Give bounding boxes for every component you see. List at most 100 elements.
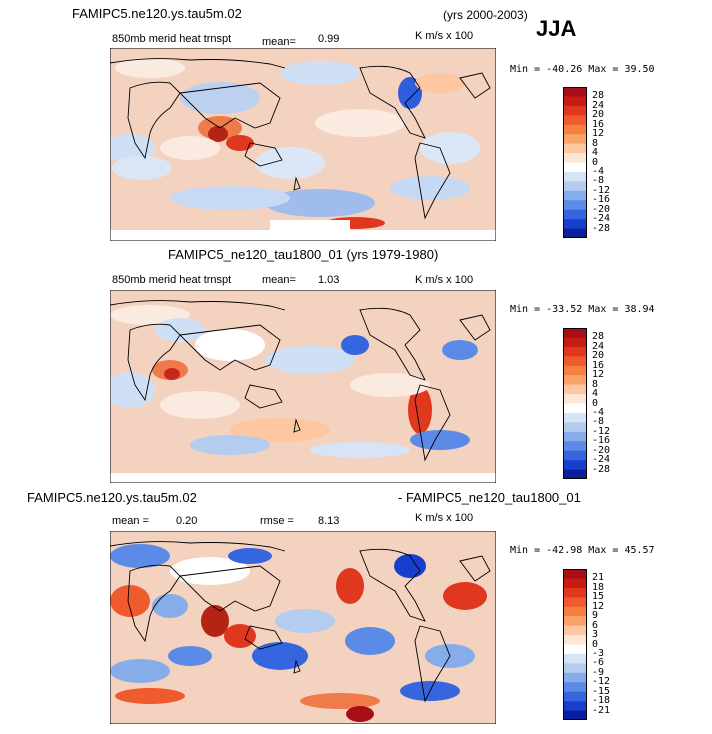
- colorbar-swatch: [563, 412, 587, 423]
- colorbar-tick-label: -21: [592, 704, 611, 716]
- panel2-max-label: Max =: [588, 304, 619, 315]
- colorbar-tick-label: 28: [592, 331, 605, 343]
- colorbar-swatch: [563, 431, 587, 442]
- panel3-max-label: Max =: [588, 545, 619, 556]
- panel2-min-label: Min =: [510, 304, 541, 315]
- colorbar-tick-label: 24: [592, 99, 605, 111]
- colorbar-swatch: [563, 356, 587, 367]
- panel2-mean-label: mean=: [262, 274, 296, 286]
- colorbar-swatch: [563, 691, 587, 702]
- colorbar-tick-label: -20: [592, 203, 611, 215]
- colorbar-tick-label: -6: [592, 657, 605, 669]
- colorbar-swatch: [563, 365, 587, 376]
- colorbar-swatch: [563, 587, 587, 598]
- panel1-max-label: Max =: [588, 64, 619, 75]
- map-fields: [110, 58, 496, 241]
- colorbar-swatch: [563, 403, 587, 414]
- colorbar-tick-label: 3: [592, 629, 599, 641]
- colorbar-tick-label: 16: [592, 118, 605, 130]
- colorbar-tick-label: 4: [592, 147, 599, 159]
- map-coastlines: [110, 58, 491, 220]
- colorbar-tick-label: 12: [592, 369, 605, 381]
- panel2-minmax: Min = -33.52 Max = 38.94: [510, 304, 655, 315]
- colorbar-swatch: [563, 422, 587, 433]
- panel3-mean-label: mean =: [112, 515, 149, 527]
- colorbar-tick-label: -16: [592, 194, 611, 206]
- colorbar-swatch: [563, 597, 587, 608]
- panel3-map: [110, 531, 496, 724]
- panel2-variable: 850mb merid heat trnspt: [112, 274, 232, 286]
- panel3-rmse-label: rmse =: [260, 515, 294, 527]
- panel1-min-label: Min =: [510, 64, 541, 75]
- colorbar-swatch: [563, 569, 587, 579]
- panel1-min-value: -40.26: [546, 64, 583, 75]
- colorbar-swatch: [563, 672, 587, 683]
- panel3-max-value: 45.57: [624, 545, 655, 556]
- panel1-years: (yrs 2000-2003): [443, 8, 528, 22]
- colorbar-swatch: [563, 171, 587, 182]
- colorbar-swatch: [563, 143, 587, 154]
- colorbar-tick-label: 9: [592, 610, 599, 622]
- colorbar-swatch: [563, 346, 587, 357]
- panel3-units: K m/s x 100: [415, 512, 474, 524]
- panel2-case-title: FAMIPC5_ne120_tau1800_01 (yrs 1979-1980): [168, 247, 439, 262]
- panel3-rmse-value: 8.13: [318, 515, 340, 527]
- colorbar-tick-label: 15: [592, 591, 605, 603]
- panel2-mean-value: 1.03: [318, 274, 340, 286]
- colorbar-tick-label: -28: [592, 463, 611, 475]
- panel1-max-value: 39.50: [624, 64, 655, 75]
- panel3-case-title-left: FAMIPC5.ne120.ys.tau5m.02: [27, 490, 197, 505]
- colorbar-swatch: [563, 701, 587, 711]
- colorbar-tick-label: -4: [592, 406, 605, 418]
- colorbar-tick-label: -24: [592, 454, 611, 466]
- colorbar-tick-label: -12: [592, 676, 611, 688]
- colorbar-tick-label: -12: [592, 184, 611, 196]
- colorbar-tick-label: -3: [592, 647, 605, 659]
- colorbar-swatch: [563, 105, 587, 116]
- colorbar-tick-label: 8: [592, 137, 599, 149]
- colorbar-swatch: [563, 469, 587, 479]
- colorbar-tick-label: -15: [592, 685, 611, 697]
- colorbar-tick-label: 12: [592, 128, 605, 140]
- colorbar-swatch: [563, 384, 587, 395]
- colorbar-tick-label: 12: [592, 600, 605, 612]
- colorbar-tick-label: 16: [592, 359, 605, 371]
- colorbar-swatch: [563, 625, 587, 636]
- colorbar-frame: [563, 328, 587, 479]
- colorbar-tick-label: 0: [592, 397, 599, 409]
- map-fields: [110, 305, 496, 483]
- colorbar-tick-label: 20: [592, 109, 605, 121]
- colorbar-tick-label: -8: [592, 416, 605, 428]
- colorbar-tick-label: 21: [592, 572, 605, 584]
- colorbar-swatch: [563, 115, 587, 126]
- colorbar-tick-label: -16: [592, 435, 611, 447]
- colorbar-swatch: [563, 190, 587, 201]
- panel1-units: K m/s x 100: [415, 30, 474, 42]
- colorbar-tick-label: 8: [592, 378, 599, 390]
- colorbar-tick-label: -8: [592, 175, 605, 187]
- colorbar-tick-label: 18: [592, 581, 605, 593]
- panel1-variable: 850mb merid heat trnspt: [112, 33, 232, 45]
- colorbar-swatch: [563, 644, 587, 655]
- colorbar-swatch: [563, 460, 587, 470]
- colorbar-swatch: [563, 682, 587, 692]
- colorbar-swatch: [563, 181, 587, 192]
- panel3-min-label: Min =: [510, 545, 541, 556]
- colorbar-tick-label: 20: [592, 350, 605, 362]
- colorbar-tick-label: 0: [592, 638, 599, 650]
- panel3-case-title-right: - FAMIPC5_ne120_tau1800_01: [398, 490, 581, 505]
- panel1-map: [110, 48, 496, 241]
- panel2-units: K m/s x 100: [415, 274, 474, 286]
- colorbar-tick-label: -28: [592, 222, 611, 234]
- colorbar-swatch: [563, 441, 587, 451]
- colorbar-tick-label: -9: [592, 666, 605, 678]
- colorbar-swatch: [563, 87, 587, 97]
- panel2-min-value: -33.52: [546, 304, 583, 315]
- colorbar-swatch: [563, 653, 587, 664]
- colorbar-frame: [563, 87, 587, 238]
- colorbar-tick-label: 28: [592, 90, 605, 102]
- panel3-min-value: -42.98: [546, 545, 583, 556]
- panel2-max-value: 38.94: [624, 304, 655, 315]
- colorbar-swatch: [563, 710, 587, 720]
- panel1-case-title: FAMIPC5.ne120.ys.tau5m.02: [72, 6, 242, 21]
